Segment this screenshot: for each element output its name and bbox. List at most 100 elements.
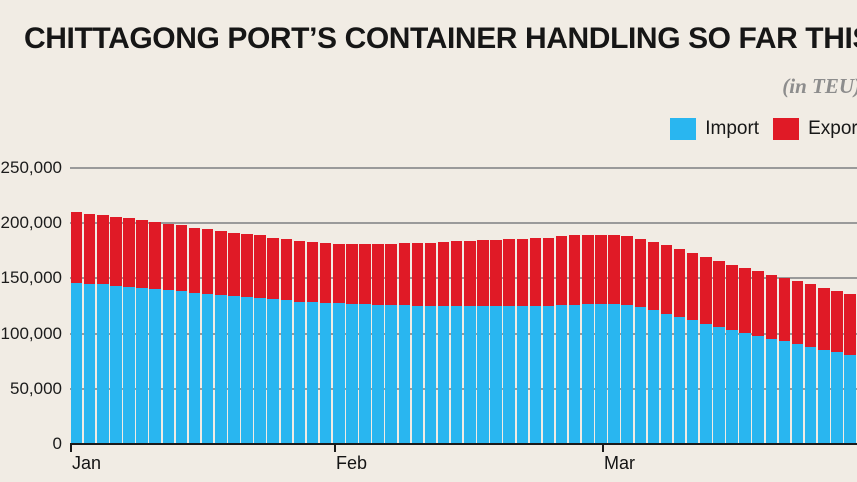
bar-column — [424, 168, 437, 444]
bar-segment-export — [175, 225, 188, 292]
bar-column — [699, 168, 712, 444]
bar-column — [306, 168, 319, 444]
bar-segment-import — [110, 285, 122, 444]
bar-column — [188, 168, 201, 444]
bar-segment-export — [70, 212, 83, 283]
bar-column — [372, 168, 385, 444]
bar-segment-import — [778, 341, 791, 444]
bar-segment-import — [70, 282, 83, 444]
bar-column — [214, 168, 227, 444]
gridline — [70, 277, 857, 280]
bar-segment-import — [385, 305, 397, 444]
bar-segment-import — [162, 290, 175, 444]
bar-column — [70, 168, 83, 444]
bar-column — [647, 168, 660, 444]
bar-segment-import — [700, 323, 712, 444]
bar-segment-export — [411, 243, 424, 306]
bar-segment-export — [791, 281, 804, 345]
bar-column — [725, 168, 738, 444]
bar-segment-export — [700, 256, 712, 324]
chart-legend: Import Export — [670, 118, 857, 140]
bar-column — [817, 168, 830, 444]
bar-column — [673, 168, 686, 444]
bar-segment-import — [398, 305, 411, 444]
bar-segment-import — [516, 306, 529, 444]
x-tick — [602, 444, 604, 452]
y-tick-label: 200,000 — [0, 213, 62, 233]
bar-column — [712, 168, 725, 444]
bar-segment-import — [293, 301, 306, 444]
bar-column — [660, 168, 673, 444]
bar-segment-export — [136, 219, 148, 288]
bar-segment-export — [123, 218, 135, 287]
bar-segment-import — [215, 294, 227, 444]
bar-segment-export — [831, 291, 843, 353]
bar-column — [149, 168, 162, 444]
bar-segment-import — [595, 303, 607, 444]
bar-column — [96, 168, 109, 444]
bar-column — [450, 168, 463, 444]
bar-segment-export — [595, 234, 607, 304]
bar-segment-export — [346, 243, 358, 304]
bar-segment-import — [464, 306, 476, 444]
gridline — [70, 387, 857, 390]
bar-column — [398, 168, 411, 444]
bar-segment-export — [424, 242, 437, 306]
bar-series — [70, 168, 857, 444]
bar-segment-export — [293, 240, 306, 302]
bar-column — [830, 168, 843, 444]
x-axis-line — [70, 443, 857, 445]
bar-segment-import — [673, 317, 686, 444]
bar-segment-export — [215, 230, 227, 295]
bar-segment-export — [97, 214, 109, 285]
bar-column — [607, 168, 620, 444]
gridline — [70, 332, 857, 335]
bar-column — [503, 168, 516, 444]
bar-segment-export — [280, 239, 293, 301]
legend-item-export: Export — [773, 118, 857, 140]
y-tick-label: 150,000 — [0, 268, 62, 288]
bar-segment-import — [149, 288, 161, 444]
bar-segment-export — [332, 243, 345, 304]
bar-column — [804, 168, 817, 444]
bar-column — [280, 168, 293, 444]
plot-area: 0 50,000 100,000 150,000 200,000 250,000 Jan F… — [1, 158, 857, 473]
bar-column — [267, 168, 280, 444]
bar-column — [345, 168, 358, 444]
bar-segment-export — [673, 249, 686, 318]
bar-segment-import — [831, 352, 843, 444]
y-tick-label: 250,000 — [0, 158, 62, 177]
bar-segment-import — [306, 302, 319, 444]
bar-column — [621, 168, 634, 444]
bar-column — [332, 168, 345, 444]
bar-segment-export — [686, 253, 699, 321]
x-tick-label: Mar — [604, 453, 635, 473]
bar-segment-export — [752, 271, 764, 336]
bar-column — [109, 168, 122, 444]
bar-segment-export — [450, 241, 463, 306]
bar-segment-import — [241, 296, 253, 444]
bar-segment-export — [647, 241, 660, 311]
bar-segment-import — [319, 302, 332, 444]
bar-segment-import — [818, 349, 830, 444]
bar-column — [686, 168, 699, 444]
bar-segment-export — [385, 243, 397, 306]
bar-column — [463, 168, 476, 444]
bar-segment-export — [241, 233, 253, 297]
bar-column — [122, 168, 135, 444]
bar-column — [385, 168, 398, 444]
bar-segment-export — [660, 245, 673, 314]
bar-column — [162, 168, 175, 444]
bar-segment-export — [844, 294, 856, 356]
x-tick-label: Feb — [336, 453, 368, 473]
bar-segment-export — [162, 223, 175, 290]
bar-segment-export — [149, 221, 161, 289]
bar-segment-export — [621, 236, 633, 305]
bar-segment-import — [175, 291, 188, 444]
bar-segment-import — [280, 300, 293, 444]
y-tick-label: 50,000 — [10, 378, 62, 398]
bar-column — [529, 168, 542, 444]
bar-segment-export — [110, 216, 122, 286]
bar-segment-export — [726, 264, 738, 331]
